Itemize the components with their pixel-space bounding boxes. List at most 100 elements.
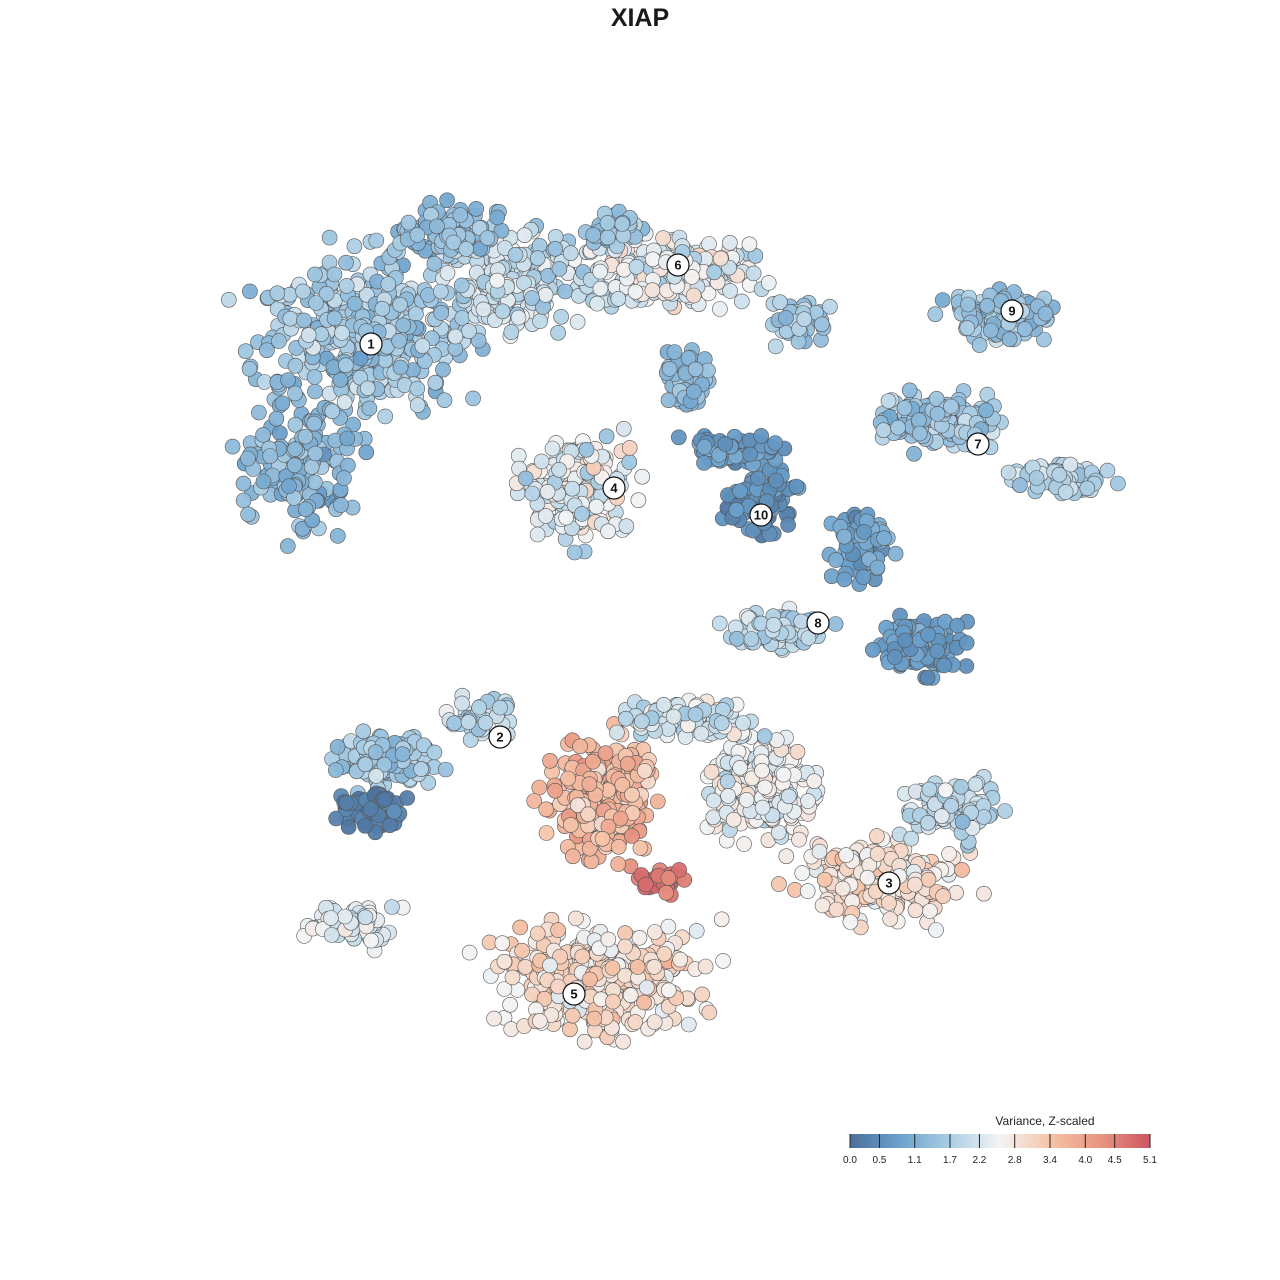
cell-point <box>576 1033 593 1050</box>
cell-point <box>562 245 579 261</box>
cluster-label-2: 2 <box>488 725 512 749</box>
cell-point <box>634 713 650 730</box>
cell-point <box>686 383 702 400</box>
cell-point <box>614 777 631 793</box>
cell-point <box>408 306 424 322</box>
cell-point <box>306 369 323 385</box>
cell-point <box>539 483 556 500</box>
cell-point <box>722 235 738 251</box>
cell-point <box>271 333 287 349</box>
cell-point <box>800 793 816 809</box>
cell-point <box>338 254 354 271</box>
cell-point <box>890 419 906 436</box>
cell-point <box>703 764 720 780</box>
cell-point <box>399 790 416 806</box>
cell-point <box>492 699 508 716</box>
cell-point <box>750 470 766 487</box>
cell-point <box>392 296 408 313</box>
cell-point <box>658 884 675 901</box>
legend-title: Variance, Z-scaled <box>995 1114 1095 1128</box>
cell-point <box>701 1004 718 1021</box>
cell-point <box>979 297 996 314</box>
cell-point <box>869 846 886 862</box>
cell-point <box>307 445 324 462</box>
cell-point <box>637 876 654 893</box>
cell-point <box>242 283 258 300</box>
cell-point <box>531 779 548 796</box>
cell-point <box>454 310 471 326</box>
cell-point <box>324 403 341 420</box>
cell-point <box>585 227 602 243</box>
cell-point <box>297 428 314 445</box>
cell-point <box>665 708 682 725</box>
cell-point <box>346 295 363 312</box>
cell-point <box>615 1033 631 1050</box>
cell-point <box>869 828 885 844</box>
cluster-label-text: 3 <box>885 876 892 891</box>
cell-point <box>811 843 828 860</box>
cell-point <box>685 287 702 304</box>
cell-point <box>828 552 844 568</box>
cell-point <box>834 880 851 897</box>
cell-point <box>517 470 534 487</box>
cell-point <box>978 402 994 419</box>
cell-point <box>477 714 494 731</box>
cell-point <box>712 250 729 267</box>
cell-point <box>794 865 811 881</box>
cell-point <box>328 810 345 827</box>
cell-point <box>439 265 456 281</box>
cell-point <box>754 762 770 779</box>
cell-point <box>600 931 617 948</box>
cell-point <box>486 1010 502 1027</box>
cell-point <box>624 786 640 803</box>
cell-point <box>439 192 455 209</box>
cell-point <box>516 227 533 243</box>
cell-point <box>465 390 481 407</box>
cell-point <box>377 408 394 425</box>
cell-point <box>589 295 606 312</box>
cell-point <box>538 801 555 818</box>
cluster-label-7: 7 <box>966 432 990 456</box>
cell-point <box>660 918 677 935</box>
cell-point <box>713 911 730 928</box>
cell-point <box>705 809 722 826</box>
cell-point <box>754 799 771 816</box>
cell-point <box>281 478 297 494</box>
cell-point <box>307 266 323 283</box>
cell-point <box>572 738 588 755</box>
cell-point <box>647 924 663 940</box>
cell-point <box>617 938 633 955</box>
cell-point <box>558 509 574 526</box>
cell-point <box>768 472 784 489</box>
cluster-label-6: 6 <box>666 253 690 277</box>
cell-point <box>778 848 795 865</box>
cell-point <box>569 314 586 330</box>
cell-point <box>911 412 927 429</box>
cell-point <box>629 959 646 975</box>
cell-point <box>838 847 855 863</box>
cell-point <box>502 996 518 1013</box>
cell-point <box>306 415 323 432</box>
cell-point <box>251 404 267 421</box>
cell-point <box>1036 331 1052 348</box>
cell-point <box>720 788 736 804</box>
cell-point <box>272 425 288 441</box>
cell-point <box>604 960 621 976</box>
cell-point <box>711 615 728 632</box>
cell-point <box>461 323 477 339</box>
cell-point <box>617 710 634 727</box>
cell-point <box>287 385 303 402</box>
cell-point <box>268 410 285 427</box>
cell-point <box>880 393 897 409</box>
cell-point <box>303 459 320 475</box>
cell-point <box>569 797 586 814</box>
cell-point <box>882 911 899 927</box>
cell-point <box>274 395 291 412</box>
cell-point <box>597 745 614 762</box>
cell-point <box>660 982 677 999</box>
cell-point <box>308 295 324 311</box>
cell-point <box>507 247 524 263</box>
cell-point <box>621 454 638 470</box>
cell-point <box>468 201 485 217</box>
cell-point <box>454 695 470 712</box>
